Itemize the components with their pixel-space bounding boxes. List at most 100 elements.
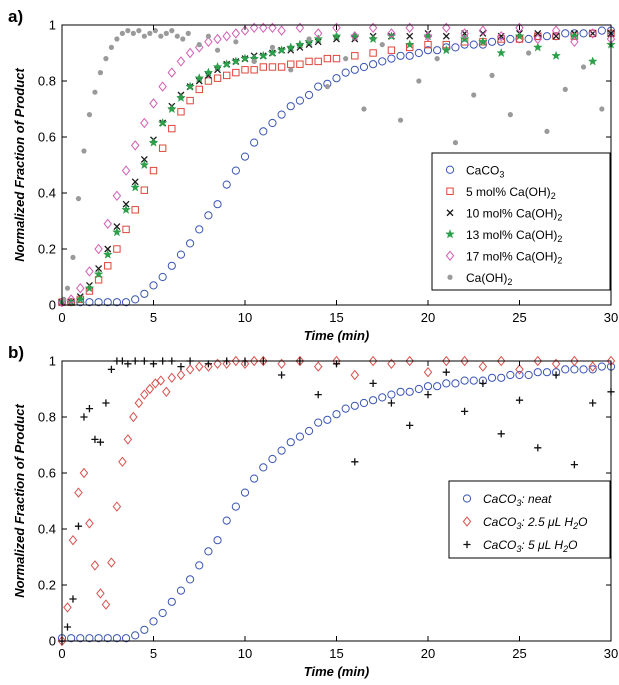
data-point: [268, 118, 277, 128]
data-point: [405, 51, 414, 60]
data-point: [195, 561, 204, 570]
data-point: [314, 391, 322, 399]
data-point: [94, 243, 103, 255]
data-point: [295, 432, 304, 441]
data-point: [177, 108, 185, 116]
data-point: [250, 66, 258, 74]
data-point: [515, 22, 524, 33]
legend-entry: 13 mol% Ca(OH)2: [466, 228, 562, 244]
data-point: [259, 63, 268, 71]
data-point: [532, 42, 543, 52]
y-tick-label: 0.8: [38, 74, 56, 89]
data-point: [351, 458, 359, 466]
data-point: [285, 42, 296, 52]
data-point: [194, 73, 205, 83]
data-point: [561, 29, 570, 38]
data-point: [63, 623, 72, 631]
data-point: [286, 438, 295, 447]
data-point: [441, 45, 452, 55]
data-point: [167, 67, 177, 78]
data-point: [295, 39, 305, 49]
x-tick-label: 5: [150, 310, 157, 325]
data-point: [249, 22, 259, 33]
data-point: [176, 56, 186, 67]
data-point: [139, 159, 150, 170]
data-point: [167, 597, 176, 606]
data-point: [118, 456, 127, 467]
data-point: [387, 46, 396, 54]
data-point: [533, 355, 543, 367]
data-point: [141, 33, 147, 39]
data-point: [136, 28, 142, 34]
data-point: [416, 78, 422, 84]
data-point: [496, 47, 507, 58]
data-point: [332, 410, 341, 419]
data-point: [542, 32, 552, 41]
data-point: [314, 57, 322, 66]
data-point: [97, 70, 104, 76]
data-point: [396, 51, 405, 60]
legend-entry: CaCO3: 5 μL H2O: [483, 538, 577, 554]
series-0: [57, 26, 616, 307]
data-point: [223, 71, 231, 80]
data-point: [84, 283, 95, 293]
data-points: [57, 22, 616, 308]
data-point: [130, 30, 136, 36]
data-point: [167, 261, 176, 270]
data-point: [570, 355, 579, 367]
data-point: [552, 32, 560, 40]
x-tick-label: 5: [150, 646, 157, 661]
data-point: [332, 22, 341, 33]
data-point: [387, 28, 396, 39]
data-point: [259, 463, 268, 472]
data-point: [424, 391, 432, 399]
data-point: [314, 82, 323, 91]
data-point: [579, 29, 588, 38]
data-point: [479, 29, 487, 37]
data-point: [121, 204, 131, 214]
x-tick-label: 0: [58, 310, 65, 325]
data-point: [74, 487, 83, 498]
data-point: [379, 42, 385, 48]
panel-a: a) 0 5 10 15 20 25 30 0 0.2 0.4 0.6 0.8 1 Time (min) No…: [8, 7, 618, 343]
data-point: [122, 225, 130, 234]
data-point: [213, 33, 222, 45]
legend: CaCO3: neat CaCO3: 2.5 μL H2O CaCO3: 5 μL …: [448, 480, 611, 559]
data-point: [103, 218, 112, 229]
data-point: [163, 30, 169, 36]
data-point: [112, 634, 122, 643]
data-point: [204, 211, 213, 220]
data-point: [506, 34, 515, 44]
data-point: [507, 112, 513, 118]
data-point: [64, 285, 71, 291]
data-point: [158, 272, 167, 282]
data-point: [478, 36, 488, 46]
data-point: [205, 33, 211, 39]
data-point: [496, 31, 506, 42]
legend-marker: [462, 494, 472, 503]
data-point: [259, 22, 268, 33]
data-point: [588, 28, 597, 39]
data-point: [166, 103, 177, 114]
data-point: [152, 28, 158, 34]
data-point: [122, 200, 130, 208]
data-point: [277, 358, 286, 369]
data-point: [277, 446, 286, 455]
data-point: [489, 72, 495, 78]
data-point: [268, 22, 277, 33]
y-tick-label: 0.8: [38, 410, 56, 425]
data-point: [414, 48, 423, 58]
data-point: [404, 39, 415, 49]
data-point: [140, 186, 149, 194]
data-point: [85, 634, 94, 643]
data-point: [277, 110, 286, 119]
y-tick-label: 0.2: [38, 242, 56, 257]
data-point: [221, 59, 232, 69]
data-point: [405, 22, 414, 33]
data-point: [267, 47, 278, 58]
data-point: [75, 196, 82, 202]
data-point: [277, 63, 286, 71]
data-point: [67, 634, 76, 643]
data-point: [288, 67, 294, 73]
